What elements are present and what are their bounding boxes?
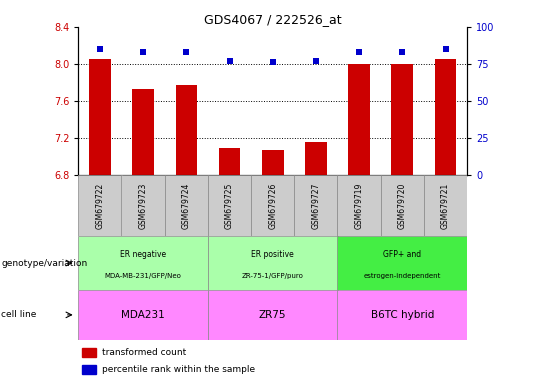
Text: GSM679723: GSM679723	[139, 182, 147, 228]
Bar	[305, 142, 327, 175]
Text: GSM679725: GSM679725	[225, 182, 234, 228]
Point	[441, 46, 450, 52]
Bar	[338, 175, 381, 236]
Title: GDS4067 / 222526_at: GDS4067 / 222526_at	[204, 13, 341, 26]
Bar	[82, 348, 96, 357]
Bar	[82, 365, 96, 374]
Text: GSM679726: GSM679726	[268, 182, 277, 228]
Text: genotype/variation: genotype/variation	[1, 258, 87, 268]
Text: cell line: cell line	[1, 310, 37, 319]
Bar	[435, 59, 456, 175]
Bar	[381, 175, 424, 236]
Text: GSM679727: GSM679727	[312, 182, 320, 228]
Bar	[208, 175, 251, 236]
Bar	[78, 175, 122, 236]
Bar	[262, 150, 284, 175]
Bar	[348, 64, 370, 175]
Point	[182, 49, 191, 55]
Point	[96, 46, 104, 52]
Point	[268, 59, 277, 65]
Bar	[338, 236, 467, 290]
Bar	[219, 148, 240, 175]
Bar	[165, 175, 208, 236]
Text: transformed count: transformed count	[102, 348, 186, 357]
Bar	[251, 175, 294, 236]
Text: GFP+ and: GFP+ and	[383, 250, 421, 260]
Text: MDA-MB-231/GFP/Neo: MDA-MB-231/GFP/Neo	[105, 273, 181, 280]
Text: GSM679719: GSM679719	[355, 182, 363, 228]
Text: ZR75: ZR75	[259, 310, 286, 320]
Text: GSM679722: GSM679722	[96, 182, 104, 228]
Text: GSM679720: GSM679720	[398, 182, 407, 228]
Bar	[294, 175, 338, 236]
Bar	[338, 290, 467, 340]
Bar	[78, 236, 208, 290]
Text: ZR-75-1/GFP/puro: ZR-75-1/GFP/puro	[242, 273, 303, 280]
Text: MDA231: MDA231	[121, 310, 165, 320]
Bar	[208, 290, 338, 340]
Point	[139, 49, 147, 55]
Point	[355, 49, 363, 55]
Text: estrogen-independent: estrogen-independent	[363, 273, 441, 280]
Text: percentile rank within the sample: percentile rank within the sample	[102, 365, 255, 374]
Bar	[176, 85, 197, 175]
Bar	[122, 175, 165, 236]
Bar	[424, 175, 467, 236]
Bar	[208, 236, 338, 290]
Text: ER negative: ER negative	[120, 250, 166, 260]
Point	[225, 58, 234, 64]
Bar	[89, 59, 111, 175]
Bar	[132, 89, 154, 175]
Text: GSM679724: GSM679724	[182, 182, 191, 228]
Bar	[392, 64, 413, 175]
Text: GSM679721: GSM679721	[441, 182, 450, 228]
Point	[398, 49, 407, 55]
Text: B6TC hybrid: B6TC hybrid	[370, 310, 434, 320]
Text: ER positive: ER positive	[251, 250, 294, 260]
Point	[312, 58, 320, 64]
Bar	[78, 290, 208, 340]
